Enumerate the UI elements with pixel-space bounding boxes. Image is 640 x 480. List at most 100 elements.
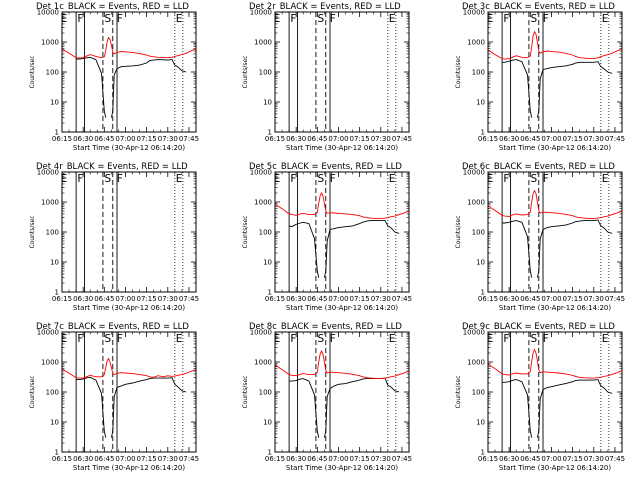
x-axis-label: Start Time (30-Apr-12 06:14:20) bbox=[499, 304, 611, 312]
events-series bbox=[289, 377, 400, 438]
panel-title: Det 7c BLACK = Events, RED = LLD bbox=[36, 322, 189, 332]
y-tick-label: 1000 bbox=[467, 199, 485, 207]
marker-s: S bbox=[318, 173, 325, 185]
x-tick-label: 07:15 bbox=[350, 135, 370, 143]
panel-title: Det 1c BLACK = Events, RED = LLD bbox=[36, 2, 189, 12]
y-tick-label: 10 bbox=[263, 99, 272, 107]
panel-2: Det 2r BLACK = Events, RED = LLD Counts/se… bbox=[242, 2, 412, 152]
marker-s: S bbox=[531, 13, 538, 25]
y-tick-label: 1 bbox=[268, 129, 272, 137]
x-tick-label: 07:45 bbox=[605, 135, 625, 143]
y-axis-label: Counts/sec bbox=[29, 375, 36, 408]
y-tick-label: 100 bbox=[46, 229, 59, 237]
plot-frame bbox=[274, 171, 410, 293]
events-series bbox=[76, 376, 187, 438]
y-tick-label: 100 bbox=[472, 69, 485, 77]
y-tick-label: 100 bbox=[472, 229, 485, 237]
plot-frame bbox=[487, 171, 623, 293]
y-tick-label: 1000 bbox=[254, 199, 272, 207]
marker-s: S bbox=[318, 13, 325, 25]
x-tick-label: 06:30 bbox=[73, 135, 93, 143]
y-tick-label: 100 bbox=[46, 389, 59, 397]
y-tick-label: 10000 bbox=[463, 9, 485, 17]
x-tick-label: 06:15 bbox=[265, 295, 285, 303]
panel-6: Det 6c BLACK = Events, RED = LLD Counts/se… bbox=[455, 162, 625, 312]
plot-frame bbox=[487, 331, 623, 453]
marker-f: F bbox=[330, 173, 336, 185]
x-tick-label: 07:30 bbox=[371, 135, 391, 143]
panel-title: Det 5c BLACK = Events, RED = LLD bbox=[249, 162, 402, 172]
y-axis-label: Counts/sec bbox=[29, 215, 36, 248]
marker-f: F bbox=[503, 333, 509, 345]
y-tick-label: 1 bbox=[55, 449, 59, 457]
y-tick-label: 10000 bbox=[250, 329, 272, 337]
y-axis-label: Counts/sec bbox=[455, 215, 462, 248]
lld-series bbox=[488, 348, 622, 379]
marker-e: E bbox=[602, 13, 609, 25]
panel-title-detector: Det 3c bbox=[462, 2, 490, 12]
x-tick-label: 06:45 bbox=[94, 295, 114, 303]
panel-8: Det 8c BLACK = Events, RED = LLD Counts/se… bbox=[242, 322, 412, 472]
x-tick-label: 06:45 bbox=[307, 135, 327, 143]
x-tick-label: 07:15 bbox=[563, 135, 583, 143]
panel-title-detector: Det 9c bbox=[462, 322, 490, 332]
panel-title-legend: BLACK = Events, RED = LLD bbox=[68, 322, 189, 332]
y-tick-label: 1000 bbox=[254, 39, 272, 47]
plot-frame bbox=[61, 11, 197, 133]
x-tick-label: 07:15 bbox=[563, 295, 583, 303]
y-tick-label: 10 bbox=[263, 419, 272, 427]
x-tick-label: 07:00 bbox=[541, 455, 561, 463]
events-series bbox=[502, 59, 613, 118]
marker-e: E bbox=[389, 333, 396, 345]
x-axis-label: Start Time (30-Apr-12 06:14:20) bbox=[499, 144, 611, 152]
marker-e: E bbox=[176, 13, 183, 25]
y-tick-label: 100 bbox=[259, 229, 272, 237]
x-tick-label: 06:15 bbox=[478, 455, 498, 463]
x-tick-label: 06:15 bbox=[265, 135, 285, 143]
x-tick-label: 06:15 bbox=[478, 135, 498, 143]
y-tick-label: 10000 bbox=[463, 329, 485, 337]
y-tick-label: 10 bbox=[50, 259, 59, 267]
panel-3: Det 3c BLACK = Events, RED = LLD Counts/se… bbox=[455, 2, 625, 152]
panel-title: Det 4r BLACK = Events, RED = LLD bbox=[36, 162, 188, 172]
y-tick-label: 1 bbox=[55, 129, 59, 137]
marker-e: E bbox=[487, 13, 494, 25]
panel-5: Det 5c BLACK = Events, RED = LLD Counts/se… bbox=[242, 162, 412, 312]
x-tick-label: 07:15 bbox=[350, 295, 370, 303]
x-tick-label: 06:45 bbox=[94, 455, 114, 463]
events-series bbox=[502, 219, 613, 278]
y-tick-label: 10 bbox=[263, 259, 272, 267]
x-tick-label: 06:30 bbox=[73, 295, 93, 303]
marker-e: E bbox=[487, 333, 494, 345]
x-tick-label: 07:00 bbox=[328, 455, 348, 463]
y-tick-label: 1 bbox=[481, 129, 485, 137]
panel-title-legend: BLACK = Events, RED = LLD bbox=[68, 2, 189, 12]
y-axis-label: Counts/sec bbox=[455, 55, 462, 88]
marker-f: F bbox=[77, 13, 83, 25]
x-tick-label: 06:30 bbox=[73, 455, 93, 463]
x-tick-label: 07:30 bbox=[158, 455, 178, 463]
x-tick-label: 06:30 bbox=[499, 135, 519, 143]
panel-title-legend: BLACK = Events, RED = LLD bbox=[280, 2, 401, 12]
marker-f: F bbox=[117, 173, 123, 185]
y-tick-label: 1000 bbox=[41, 199, 59, 207]
marker-s: S bbox=[105, 13, 112, 25]
x-tick-label: 06:30 bbox=[286, 295, 306, 303]
x-tick-label: 07:30 bbox=[158, 295, 178, 303]
y-tick-label: 1000 bbox=[41, 359, 59, 367]
marker-f: F bbox=[290, 13, 296, 25]
x-tick-label: 06:45 bbox=[520, 295, 540, 303]
panel-title-legend: BLACK = Events, RED = LLD bbox=[494, 162, 615, 172]
marker-f: F bbox=[543, 173, 549, 185]
x-tick-label: 06:15 bbox=[52, 135, 72, 143]
x-tick-label: 06:45 bbox=[307, 295, 327, 303]
plot-frame bbox=[274, 331, 410, 453]
y-tick-label: 100 bbox=[472, 389, 485, 397]
panel-1: Det 1c BLACK = Events, RED = LLD Counts/se… bbox=[29, 2, 199, 152]
x-tick-label: 06:15 bbox=[478, 295, 498, 303]
x-tick-label: 07:00 bbox=[115, 455, 135, 463]
marker-s: S bbox=[318, 333, 325, 345]
lld-series bbox=[275, 191, 409, 220]
x-tick-label: 07:30 bbox=[371, 455, 391, 463]
x-tick-label: 06:45 bbox=[94, 135, 114, 143]
